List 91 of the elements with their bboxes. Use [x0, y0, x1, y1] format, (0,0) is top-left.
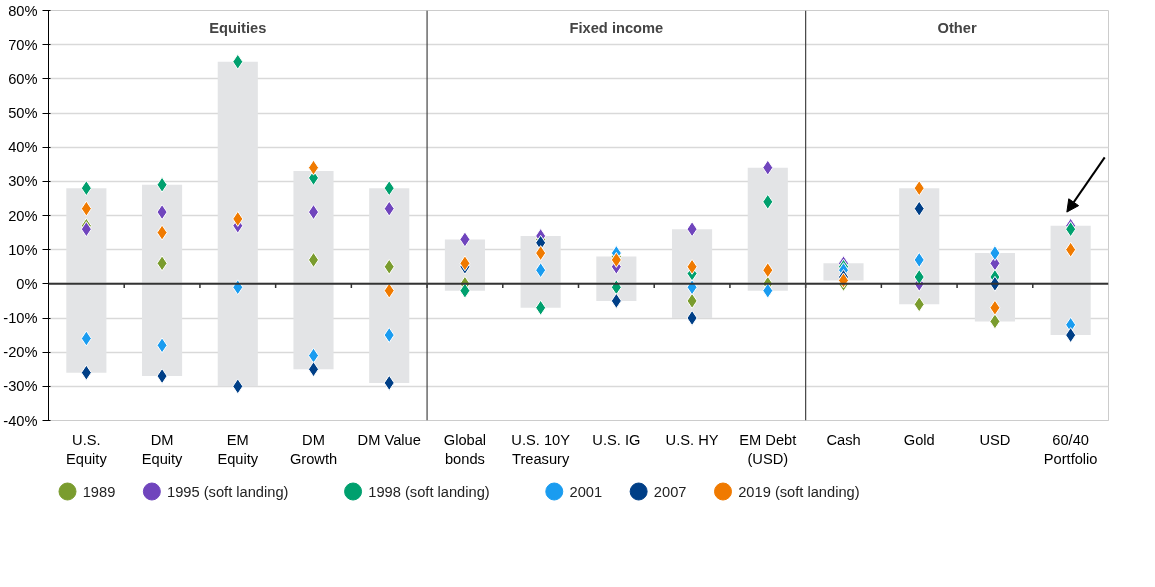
- point: [610, 292, 622, 309]
- point: [1065, 327, 1077, 344]
- x-tick-label: Global bonds: [443, 431, 487, 467]
- point: [989, 299, 1001, 316]
- point: [989, 313, 1001, 330]
- legend-label: 2007: [653, 483, 687, 500]
- point: [459, 231, 471, 248]
- point: [686, 221, 698, 238]
- point: [686, 279, 698, 296]
- point: [156, 224, 168, 241]
- y-tick-label: 80%: [8, 2, 38, 19]
- y-tick-label: 70%: [8, 36, 38, 53]
- point: [762, 193, 774, 210]
- point: [913, 296, 925, 313]
- point: [913, 180, 925, 197]
- point: [383, 374, 395, 391]
- point: [686, 310, 698, 326]
- point: [232, 279, 244, 296]
- x-tick-label: Gold: [903, 431, 935, 448]
- point: [232, 378, 244, 395]
- point: [686, 258, 698, 275]
- bar: [66, 188, 107, 373]
- annotation: Equities: [209, 19, 267, 36]
- annotation: Other: [937, 19, 977, 36]
- point: [913, 251, 925, 268]
- point: [913, 269, 925, 285]
- point: [80, 364, 92, 381]
- bar: [1050, 225, 1091, 336]
- y-tick-label: 40%: [8, 139, 38, 156]
- y-tick-label: -40%: [3, 412, 38, 429]
- point: [156, 204, 168, 221]
- bar: [747, 167, 788, 291]
- point: [535, 262, 547, 279]
- bar: [899, 188, 940, 305]
- point: [383, 180, 395, 197]
- point: [762, 159, 774, 176]
- point: [232, 210, 244, 227]
- point: [156, 255, 168, 272]
- point: [686, 292, 698, 309]
- legend-label: 1989: [82, 483, 116, 500]
- y-tick-label: -10%: [3, 310, 38, 326]
- point: [156, 337, 168, 354]
- point: [80, 330, 92, 347]
- point: [383, 258, 395, 275]
- y-tick-label: -20%: [3, 344, 38, 361]
- bar: [142, 184, 183, 377]
- point: [383, 200, 395, 217]
- y-tick-label: 10%: [8, 241, 38, 258]
- x-tick-label: DM Growth: [289, 431, 338, 467]
- x-tick-label: USD: [979, 431, 1011, 448]
- x-tick-label: U.S. 10Y Treasury: [511, 431, 571, 467]
- x-tick-label: EM Equity: [217, 431, 259, 467]
- point: [80, 221, 92, 238]
- point: [989, 245, 1001, 262]
- legend-label: 1995 (soft landing): [167, 483, 289, 500]
- point: [156, 368, 168, 385]
- point: [1065, 221, 1077, 238]
- y-tick-label: 20%: [8, 207, 38, 224]
- x-tick-label: U.S. Equity: [65, 431, 108, 467]
- legend-label: 2001: [569, 483, 603, 500]
- point: [459, 282, 471, 299]
- point: [383, 282, 395, 299]
- y-tick-label: 60%: [8, 70, 38, 87]
- legend-label: 2019 (soft landing): [738, 483, 860, 500]
- point: [913, 200, 925, 217]
- x-tick-label: U.S. IG: [592, 431, 641, 448]
- x-tick-label: EM Debt (USD): [739, 431, 797, 467]
- point: [762, 282, 774, 299]
- x-tick-label: U.S. HY: [665, 431, 719, 448]
- y-tick-label: -30%: [3, 378, 38, 395]
- point: [156, 176, 168, 193]
- x-tick-label: DM Equity: [141, 431, 184, 467]
- y-tick-label: 0%: [16, 275, 38, 292]
- point: [383, 327, 395, 344]
- x-tick-label: DM Value: [357, 431, 421, 448]
- y-tick-label: 30%: [8, 173, 38, 190]
- x-tick-label: Cash: [826, 431, 861, 448]
- point: [80, 180, 92, 197]
- y-tick-label: 50%: [8, 105, 38, 121]
- point: [80, 200, 92, 217]
- point: [232, 53, 244, 70]
- point: [1065, 241, 1077, 258]
- legend-label: 1998 (soft landing): [368, 483, 490, 500]
- bar: [217, 61, 258, 387]
- bar: [293, 171, 334, 370]
- annotation: Fixed income: [569, 19, 664, 36]
- point: [762, 262, 774, 279]
- x-tick-label: 60/40 Portfolio: [1043, 431, 1098, 467]
- point: [535, 299, 547, 316]
- point: [535, 245, 547, 262]
- bar: [369, 188, 410, 383]
